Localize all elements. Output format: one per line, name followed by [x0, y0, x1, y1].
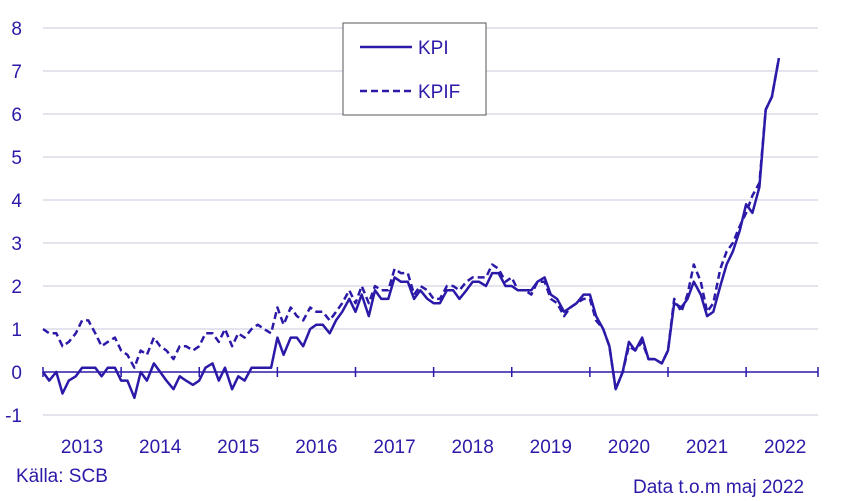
y-tick-label: -1 — [5, 406, 22, 427]
data-date-note: Data t.o.m maj 2022 — [633, 477, 805, 498]
y-tick-label: 6 — [11, 105, 22, 126]
x-axis — [42, 367, 819, 377]
x-tick-label: 2015 — [217, 437, 259, 458]
y-tick-label: 1 — [11, 320, 22, 341]
x-tick-label: 2017 — [373, 437, 415, 458]
y-tick-label: 3 — [11, 234, 22, 255]
y-tick-label: 8 — [11, 19, 22, 40]
x-tick-label: 2018 — [452, 437, 494, 458]
y-axis-tick-labels: -1 0 1 2 3 4 5 6 7 8 — [5, 19, 22, 427]
x-axis-tick-labels: 2013 2014 2015 2016 2017 2018 2019 2020 2021 2022 — [61, 437, 806, 458]
series-group — [41, 57, 781, 400]
x-tick-label: 2016 — [295, 437, 337, 458]
x-tick-label: 2020 — [608, 437, 650, 458]
y-tick-label: 5 — [11, 148, 22, 169]
x-tick-label: 2021 — [686, 437, 728, 458]
x-tick-label: 2014 — [139, 437, 182, 458]
legend-label-kpif: KPIF — [418, 82, 460, 103]
y-tick-label: 0 — [11, 363, 22, 384]
x-tick-label: 2022 — [764, 437, 806, 458]
source-note: Källa: SCB — [16, 466, 108, 487]
legend-label-kpi: KPI — [418, 38, 449, 59]
legend: KPI KPIF — [342, 22, 487, 116]
y-tick-label: 7 — [11, 62, 22, 83]
y-tick-label: 2 — [11, 277, 22, 298]
series-line-kpif — [42, 57, 781, 391]
x-tick-label: 2019 — [530, 437, 572, 458]
legend-box — [342, 22, 487, 116]
x-tick-label: 2013 — [61, 437, 103, 458]
y-tick-label: 4 — [11, 191, 22, 212]
series-line-kpi — [41, 57, 781, 400]
